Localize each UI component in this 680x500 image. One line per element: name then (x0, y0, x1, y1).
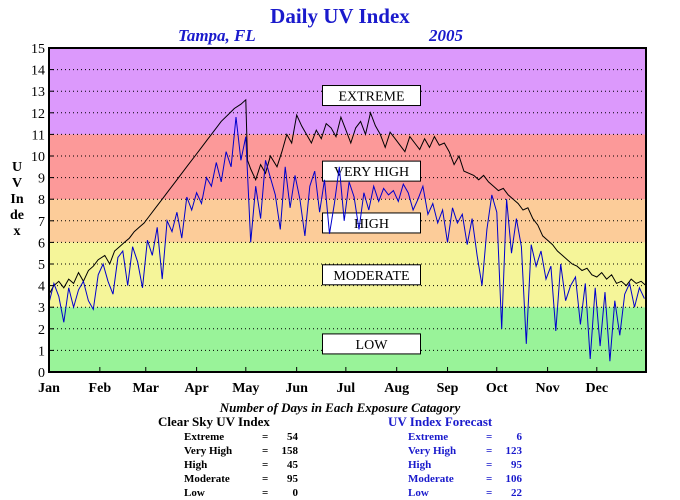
x-tick-label: Jan (38, 381, 60, 396)
row-value: 95 (511, 459, 522, 471)
chart-subtitle-year: 2005 (429, 26, 463, 45)
band-label-box (322, 212, 421, 234)
y-tick-label: 1 (38, 344, 45, 359)
x-tick-label: Mar (133, 381, 159, 396)
y-tick-label: 7 (38, 215, 45, 230)
x-tick-label: Aug (384, 381, 409, 396)
x-tick-label: Jul (337, 381, 356, 396)
forecast-title: UV Index Forecast (388, 414, 493, 429)
x-tick-label: Apr (185, 381, 209, 396)
row-value: 54 (287, 431, 298, 443)
forecast-row-very-high: Very High = 123 (408, 445, 523, 457)
forecast-row-low: Low = 22 (408, 487, 522, 499)
row-value: 45 (287, 459, 298, 471)
band-label-box (322, 264, 421, 286)
clear-sky-title: Clear Sky UV Index (158, 414, 270, 429)
series-lines (48, 98, 647, 362)
row-label: High (184, 459, 208, 471)
band-label-text: LOW (356, 338, 389, 353)
forecast-row-high: High = 95 (408, 459, 522, 471)
y-tick-label: 12 (31, 107, 45, 122)
x-tick-label: Oct (486, 381, 508, 396)
y-tick-label: 6 (38, 236, 45, 251)
x-tick-label: May (232, 381, 259, 396)
y-tick-label: 2 (38, 323, 45, 338)
row-label: Low (184, 487, 205, 499)
y-tick-label: 3 (38, 301, 45, 316)
series-clear-sky-line (48, 98, 647, 295)
band-label-very-high: VERY HIGH (322, 160, 421, 182)
chart-title: Daily UV Index (270, 4, 410, 28)
band-label-low: LOW (322, 333, 421, 355)
x-tick-label: Jun (285, 381, 308, 396)
row-label: Extreme (408, 431, 449, 443)
x-tick-label: Nov (536, 381, 560, 396)
y-axis-label: UV Index (10, 160, 24, 239)
band-label-text: MODERATE (333, 269, 409, 284)
row-label: Very High (184, 445, 233, 457)
row-value: 22 (511, 487, 522, 499)
row-value: 0 (292, 487, 299, 499)
forecast-row-moderate: Moderate = 106 (408, 473, 523, 485)
y-tick-label: 14 (31, 64, 45, 79)
row-label: Low (408, 487, 429, 499)
forecast-row-extreme: Extreme = 6 (408, 431, 523, 443)
band-label-moderate: MODERATE (322, 264, 421, 286)
row-label: Very High (408, 445, 457, 457)
y-tick-label: 5 (38, 258, 45, 273)
band-label-text: HIGH (354, 217, 389, 232)
clear-sky-table: Extreme = 54 Very High = 158 High = 45 Moderat… (184, 430, 298, 500)
row-label: Moderate (408, 473, 454, 485)
row-value: 158 (281, 445, 299, 457)
series-forecast-line (48, 117, 645, 362)
clear-sky-row-high: High = 45 (184, 459, 298, 471)
forecast-table: Extreme = 6 Very High = 123 High = 95 Moderate… (408, 430, 522, 500)
row-label: Extreme (184, 431, 225, 443)
y-tick-label: 8 (38, 193, 45, 208)
y-tick-label: 13 (31, 85, 45, 100)
x-tick-label: Dec (586, 381, 609, 396)
band-label-extreme: EXTREME (322, 85, 421, 107)
y-tick-label: 15 (31, 42, 45, 57)
row-label: High (408, 459, 432, 471)
row-value: 6 (516, 431, 523, 443)
plot-frame (48, 47, 647, 373)
summary-caption: Number of Days in Each Exposure Catagory (219, 400, 461, 415)
clear-sky-row-extreme: Extreme = 54 (184, 431, 298, 443)
band-label-text: VERY HIGH (334, 165, 409, 180)
clear-sky-row-moderate: Moderate = 95 (184, 473, 298, 485)
band-labels: LOW MODERATE HIGH VERY HIGH EXTREME (322, 85, 421, 355)
x-tick-label: Sep (437, 381, 459, 396)
band-label-text: EXTREME (338, 90, 404, 105)
x-tick-label: Feb (89, 381, 112, 396)
chart-subtitle-location: Tampa, FL (178, 26, 256, 45)
exposure-bands (49, 48, 646, 372)
y-tick-label: 11 (32, 128, 45, 143)
x-ticks: Jan Feb Mar Apr May Jun Jul Aug Sep Oct Nov Dec (38, 367, 608, 396)
row-value: 95 (287, 473, 298, 485)
row-label: Moderate (184, 473, 230, 485)
y-tick-label: 9 (38, 172, 45, 187)
band-label-box (322, 85, 421, 107)
y-tick-label: 10 (31, 150, 45, 165)
row-value: 106 (505, 473, 523, 485)
band-label-high: HIGH (322, 212, 421, 234)
clear-sky-row-very-high: Very High = 158 (184, 445, 299, 457)
clear-sky-row-low: Low = 0 (184, 487, 299, 499)
y-tick-label: 4 (38, 280, 45, 295)
y-tick-label: 0 (38, 366, 45, 381)
band-label-box (322, 160, 421, 182)
row-value: 123 (505, 445, 523, 457)
band-label-box (322, 333, 421, 355)
